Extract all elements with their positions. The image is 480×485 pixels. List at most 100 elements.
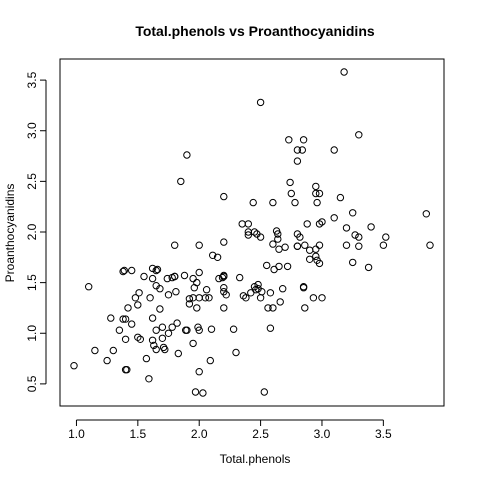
data-point <box>120 266 129 275</box>
data-point <box>189 339 197 348</box>
data-point <box>291 198 299 207</box>
data-point <box>131 294 140 302</box>
x-tick-label: 3.0 <box>314 427 331 441</box>
data-point <box>177 177 185 186</box>
x-tick-label: 1.5 <box>129 427 146 441</box>
data-point <box>70 362 78 370</box>
data-point <box>173 319 181 327</box>
data-point <box>119 315 127 323</box>
data-point <box>161 345 169 354</box>
data-point <box>313 198 321 207</box>
data-point <box>293 146 302 154</box>
data-point <box>312 245 320 253</box>
data-point <box>148 264 157 273</box>
data-point <box>163 274 172 283</box>
data-point <box>281 243 289 251</box>
data-point <box>148 274 157 283</box>
data-point <box>286 178 294 187</box>
data-point <box>207 325 216 333</box>
data-point <box>309 294 318 302</box>
data-point <box>299 284 308 292</box>
plot-area-frame <box>59 58 445 407</box>
x-tick-label: 1.0 <box>68 427 85 441</box>
data-point <box>256 98 265 107</box>
data-point <box>128 266 136 275</box>
data-point <box>174 349 183 358</box>
data-point <box>238 220 246 228</box>
data-point <box>121 335 130 343</box>
data-point <box>355 233 363 241</box>
data-point <box>367 223 375 231</box>
data-point <box>249 198 257 207</box>
data-point <box>264 304 272 312</box>
data-point <box>275 245 283 253</box>
data-point <box>279 285 287 293</box>
data-point <box>206 356 215 365</box>
data-point <box>134 333 142 341</box>
data-point <box>213 253 222 261</box>
y-tick-label: 3.0 <box>25 122 39 139</box>
data-point <box>349 209 357 217</box>
data-point <box>109 346 118 355</box>
data-point <box>171 241 179 249</box>
data-point <box>285 136 293 144</box>
data-point <box>342 224 351 232</box>
data-point <box>193 278 201 287</box>
data-point <box>148 336 157 344</box>
data-point <box>336 193 345 202</box>
data-point <box>330 146 338 154</box>
data-point <box>293 242 302 250</box>
data-point <box>222 291 230 299</box>
data-point <box>274 230 282 238</box>
data-point <box>220 272 228 281</box>
data-point <box>256 233 265 241</box>
data-point <box>148 314 157 322</box>
data-point <box>171 272 179 281</box>
data-point <box>195 241 203 249</box>
data-point <box>349 258 357 267</box>
data-point <box>195 268 203 277</box>
data-point <box>382 233 390 241</box>
data-point <box>301 241 309 249</box>
data-point <box>156 285 164 293</box>
data-point <box>195 326 203 334</box>
data-point <box>364 263 373 272</box>
y-tick-label: 3.5 <box>25 71 39 88</box>
data-point <box>158 334 167 342</box>
data-point <box>172 288 180 296</box>
data-point <box>254 280 262 289</box>
data-point <box>201 294 210 302</box>
data-point <box>306 255 314 263</box>
x-tick-label: 2.5 <box>252 427 269 441</box>
data-point <box>168 323 176 331</box>
data-point <box>152 266 160 275</box>
data-point <box>275 262 283 271</box>
data-point <box>312 252 320 260</box>
data-point <box>426 241 434 249</box>
data-point <box>164 329 173 337</box>
data-point <box>183 326 191 334</box>
data-point <box>150 341 158 350</box>
data-point <box>115 326 124 334</box>
y-tick-label: 0.5 <box>25 375 39 392</box>
data-point <box>306 246 314 254</box>
data-point <box>135 289 143 297</box>
data-point <box>185 295 194 303</box>
data-point <box>355 131 363 139</box>
data-point <box>193 304 201 312</box>
data-point <box>123 366 131 374</box>
data-point <box>276 298 284 306</box>
data-point <box>318 218 326 226</box>
data-point <box>140 272 148 281</box>
data-point <box>183 151 191 159</box>
data-point <box>239 292 248 300</box>
data-point <box>266 324 275 332</box>
data-point <box>299 136 308 144</box>
y-axis-label: Proanthocyanidins <box>3 184 17 283</box>
data-point <box>298 146 306 154</box>
data-point <box>180 271 189 280</box>
data-point <box>263 261 271 270</box>
data-point <box>296 233 304 241</box>
data-point <box>269 198 277 207</box>
y-tick-label: 1.5 <box>25 274 39 291</box>
